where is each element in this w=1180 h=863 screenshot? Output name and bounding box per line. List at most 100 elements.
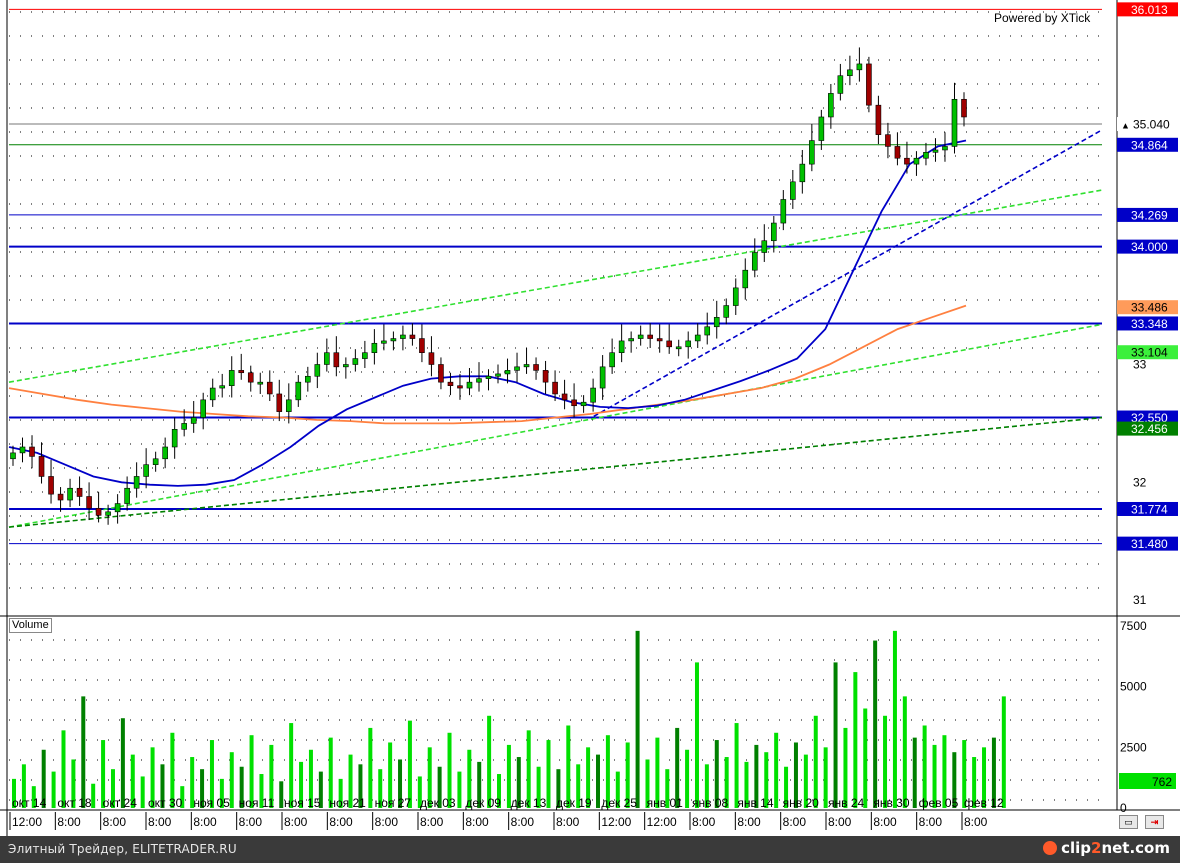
volume-bar (991, 737, 996, 808)
volume-bar (81, 696, 86, 808)
volume-bar (843, 727, 848, 808)
candle-body (457, 385, 463, 389)
x-date-label: ноя 11 (239, 796, 275, 810)
volume-bar (259, 774, 264, 808)
candle-body (362, 352, 368, 359)
volume-bar (200, 769, 205, 808)
candle-body (790, 181, 796, 200)
level-label-bg (1117, 410, 1178, 425)
candle-body (228, 370, 235, 387)
volume-bar (546, 740, 551, 808)
volume-bar (150, 747, 155, 808)
level-label: 32.550 (1131, 411, 1168, 425)
volume-bar (318, 771, 323, 808)
candle-body (894, 146, 901, 159)
volume-bar (942, 735, 947, 808)
volume-bar (665, 769, 670, 808)
price-tick-label: 32 (1133, 475, 1147, 489)
level-label: 34.000 (1131, 240, 1168, 254)
x-date-label: янв 30 (873, 796, 910, 810)
volume-bar (31, 786, 36, 808)
candle-body (590, 387, 596, 403)
x-time-label: 8:00 (783, 815, 807, 829)
volume-bar (71, 759, 76, 808)
volume-bar (61, 730, 66, 808)
candle-body (381, 340, 387, 344)
indicator-label: 32.456 (1131, 422, 1168, 436)
volume-bar (595, 754, 600, 808)
candle-body (951, 98, 958, 147)
footer-site-text: Элитный Трейдер, ELITETRADER.RU (8, 842, 237, 856)
volume-bar (724, 757, 729, 808)
x-time-label: 8:00 (511, 815, 535, 829)
x-date-label: ноя 15 (284, 796, 321, 810)
candle-body (828, 93, 834, 118)
x-time-label: 8:00 (103, 815, 127, 829)
volume-bar (625, 742, 630, 808)
candle-body (143, 464, 149, 477)
volume-bar (209, 740, 214, 808)
candle-body (200, 399, 206, 418)
volume-bar (467, 749, 472, 808)
volume-bar (91, 783, 96, 808)
candle-body (76, 487, 83, 497)
x-time-label: 8:00 (964, 815, 988, 829)
candle-body (400, 334, 406, 339)
volume-bar (239, 766, 244, 808)
candle-body (390, 338, 397, 342)
clip2net-logo[interactable]: clip2net.com (1043, 839, 1170, 857)
candle-body (628, 338, 634, 342)
x-time-label: 8:00 (148, 815, 172, 829)
volume-bar (774, 732, 779, 808)
volume-bar (902, 696, 907, 808)
volume-tick-label: 0 (1120, 801, 1127, 815)
volume-bar (982, 747, 987, 808)
volume-bar (605, 735, 610, 808)
volume-bar (368, 727, 373, 808)
candle-body (685, 340, 692, 348)
trendline (593, 129, 1103, 418)
last-price-bg (1117, 117, 1178, 132)
candle-body (675, 346, 682, 350)
candle-body (552, 381, 558, 395)
volume-bar (130, 754, 135, 808)
x-date-label: окт 14 (12, 796, 47, 810)
candle-body (514, 366, 520, 371)
volume-last-label: 762 (1152, 775, 1172, 789)
candle-body (209, 387, 216, 401)
candle-body (257, 381, 264, 385)
volume-bar (308, 749, 313, 808)
ma-long-line (8, 304, 967, 425)
x-time-label: 8:00 (556, 815, 580, 829)
volume-bar (576, 764, 581, 808)
x-time-label: 8:00 (465, 815, 489, 829)
candle-body (495, 373, 501, 377)
scroll-icon[interactable]: ▭ (1119, 815, 1138, 829)
volume-bar (51, 771, 56, 808)
x-date-label: янв 08 (692, 796, 729, 810)
indicator-label-bg (1117, 300, 1178, 315)
candle-body (238, 370, 245, 374)
volume-bar (784, 766, 789, 808)
indicator-label-bg (1117, 345, 1178, 360)
volume-bar (556, 769, 561, 808)
candle-body (19, 446, 26, 454)
x-time-label: 8:00 (239, 815, 263, 829)
volume-bar (823, 747, 828, 808)
volume-bar (497, 774, 502, 808)
volume-bar (506, 744, 511, 808)
volume-bar (892, 630, 897, 808)
candle-body (809, 140, 815, 165)
volume-bar (793, 742, 798, 808)
candle-body (114, 503, 121, 513)
candle-body (913, 157, 920, 165)
volume-bar (219, 778, 224, 808)
candle-body (419, 338, 425, 353)
candle-body (856, 63, 863, 71)
chart-canvas: 31 32 33 0 2500 5000 7500 36.013 34.864 34.269 34.… (0, 0, 1180, 836)
volume-bar (694, 662, 699, 808)
exit-icon[interactable]: ⇥ (1145, 815, 1164, 829)
x-date-label: дек 19 (556, 796, 592, 810)
candle-body (295, 381, 302, 401)
volume-bar (170, 732, 175, 808)
